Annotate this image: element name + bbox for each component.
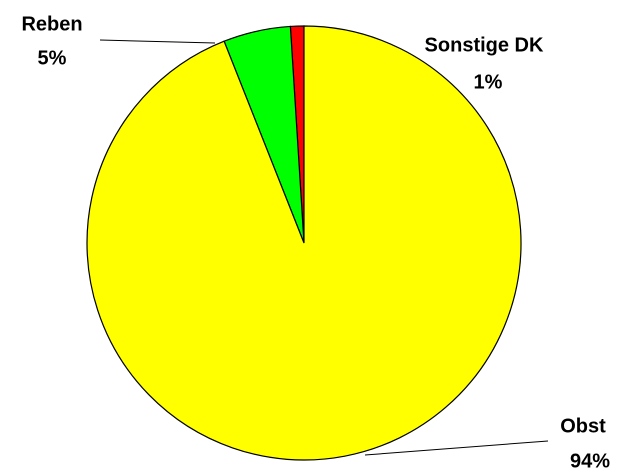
slice-value-label: 94% (570, 450, 610, 472)
slice-label: Obst (560, 415, 606, 437)
leader-line (364, 440, 549, 456)
slice-value-label: 1% (474, 71, 503, 93)
slice-label: Sonstige DK (425, 34, 544, 56)
slice-label: Reben (21, 13, 82, 35)
slice-value-label: 5% (38, 47, 67, 69)
pie-slice (86, 25, 522, 461)
leader-line (99, 39, 216, 44)
